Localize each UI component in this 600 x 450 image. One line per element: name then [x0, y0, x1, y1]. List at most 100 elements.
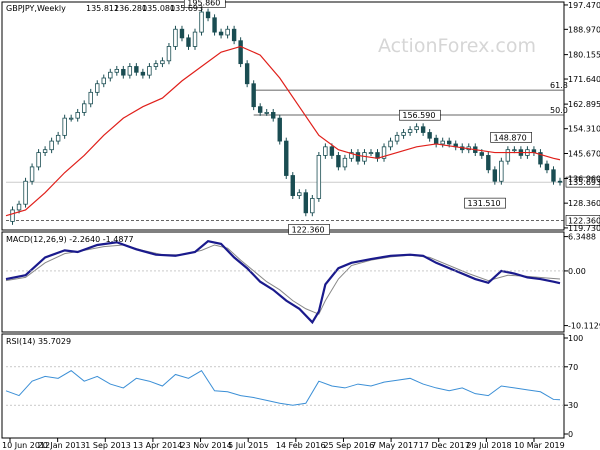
- ohlc-low: 135.080: [142, 4, 175, 13]
- candle: [538, 149, 543, 168]
- price-tick-label: 197.470: [568, 1, 600, 10]
- candle: [284, 137, 289, 179]
- candle: [153, 60, 159, 70]
- candle: [433, 134, 439, 148]
- candle: [336, 151, 341, 171]
- candle: [55, 131, 61, 145]
- annotation-label: 156.590: [402, 111, 435, 120]
- candle: [173, 25, 178, 50]
- price-title: GBPJPY,Weekly: [6, 4, 66, 13]
- candle: [134, 63, 139, 76]
- price-tick-label: 119.730: [568, 224, 600, 233]
- rsi-lines: [5, 366, 564, 406]
- candle: [23, 177, 28, 208]
- candle: [225, 25, 230, 39]
- annotation-box: [464, 197, 506, 209]
- candle: [271, 108, 276, 122]
- x-tick-label: 13 Apr 2014: [133, 441, 182, 450]
- price-levels: 61.8 50.0 122.360 135.693: [6, 81, 600, 226]
- candle: [414, 123, 419, 134]
- candle: [316, 151, 322, 202]
- x-tick-label: 10 Jun 2012: [2, 441, 50, 450]
- rsi-title: RSI(14) 35.7029: [6, 337, 71, 346]
- candle: [368, 149, 374, 157]
- candle: [310, 195, 315, 217]
- annotation-box: [399, 109, 441, 121]
- annotation-label: 195.860: [187, 0, 220, 8]
- x-tick-label: 5 Jul 2015: [228, 441, 268, 450]
- candle: [557, 177, 563, 186]
- candle: [42, 146, 48, 157]
- price-tick-label: 180.155: [568, 51, 600, 60]
- current-price-box: [565, 176, 600, 188]
- x-tick-label: 17 Dec 2017: [419, 441, 470, 450]
- price-tick-label: 162.895: [568, 100, 600, 109]
- ohlc-open: 135.812: [86, 4, 119, 13]
- candle: [192, 28, 198, 50]
- candle: [238, 37, 243, 68]
- candle: [290, 172, 295, 200]
- level-box: [565, 215, 600, 226]
- x-tick-label: 25 Sep 2016: [323, 441, 374, 450]
- candle: [88, 88, 93, 108]
- candle: [277, 114, 282, 145]
- candle: [329, 143, 335, 159]
- candle: [160, 57, 165, 68]
- ma-line: [5, 45, 561, 217]
- annotation-box: [183, 0, 226, 8]
- price-tick-label: 171.640: [568, 75, 600, 84]
- macd-panel-frame: [1, 231, 565, 333]
- annotation-box: [490, 132, 532, 143]
- candle: [440, 137, 445, 148]
- annotation-label: 148.870: [494, 133, 527, 142]
- candle: [212, 14, 217, 36]
- candle: [264, 108, 269, 116]
- candle: [68, 114, 74, 122]
- macd-y-ticks: 6.3488 0.00 -10.1129: [564, 233, 600, 331]
- level-label: 61.8: [550, 81, 568, 90]
- candle: [251, 80, 256, 111]
- level-label: 122.360: [568, 216, 600, 225]
- candle: [394, 131, 400, 145]
- x-tick-label: 20 Jan 2013: [38, 441, 86, 450]
- candle: [349, 149, 354, 162]
- candle: [342, 154, 348, 171]
- macd-tick-label: 6.3488: [568, 233, 596, 242]
- annotation-label: 122.360: [292, 225, 325, 234]
- candle: [244, 60, 250, 88]
- candle: [205, 8, 211, 22]
- level-label: 50.0: [550, 106, 568, 115]
- x-tick-label: 7 May 2017: [371, 441, 418, 450]
- candle: [10, 206, 15, 225]
- candle: [82, 100, 87, 116]
- ohlc-high: 136.280: [114, 4, 147, 13]
- price-panel-frame: [1, 1, 565, 231]
- candle: [531, 146, 537, 157]
- rsi-tick-label: 70: [568, 363, 578, 372]
- candle: [427, 129, 432, 142]
- price-y-ticks: 197.470 188.970 180.155 171.640 162.895 154.3…: [564, 1, 600, 233]
- candle: [186, 34, 191, 50]
- macd-title: MACD(12,26,9) -2.2640 -1.4877: [6, 235, 134, 244]
- watermark: ActionForex.com: [378, 35, 536, 57]
- rsi-tick-label: 0: [568, 430, 573, 439]
- price-tick-label: 145.670: [568, 150, 600, 159]
- candle: [101, 74, 106, 88]
- candle: [297, 189, 302, 200]
- candle: [303, 189, 309, 217]
- candle: [62, 114, 67, 139]
- price-moving-average: [5, 45, 561, 217]
- candle: [492, 166, 498, 185]
- candle: [486, 151, 491, 174]
- x-tick-label: 23 Nov 2014: [181, 441, 232, 450]
- price-annotations: 195.860 122.360 156.590 148.870 131.510: [183, 0, 532, 235]
- candle: [147, 63, 152, 79]
- candle: [257, 103, 263, 116]
- rsi-line: [5, 369, 561, 406]
- macd-signal-line: [5, 244, 561, 315]
- annotation-box: [288, 224, 330, 235]
- rsi-panel-frame: [1, 333, 565, 439]
- candle: [49, 137, 54, 154]
